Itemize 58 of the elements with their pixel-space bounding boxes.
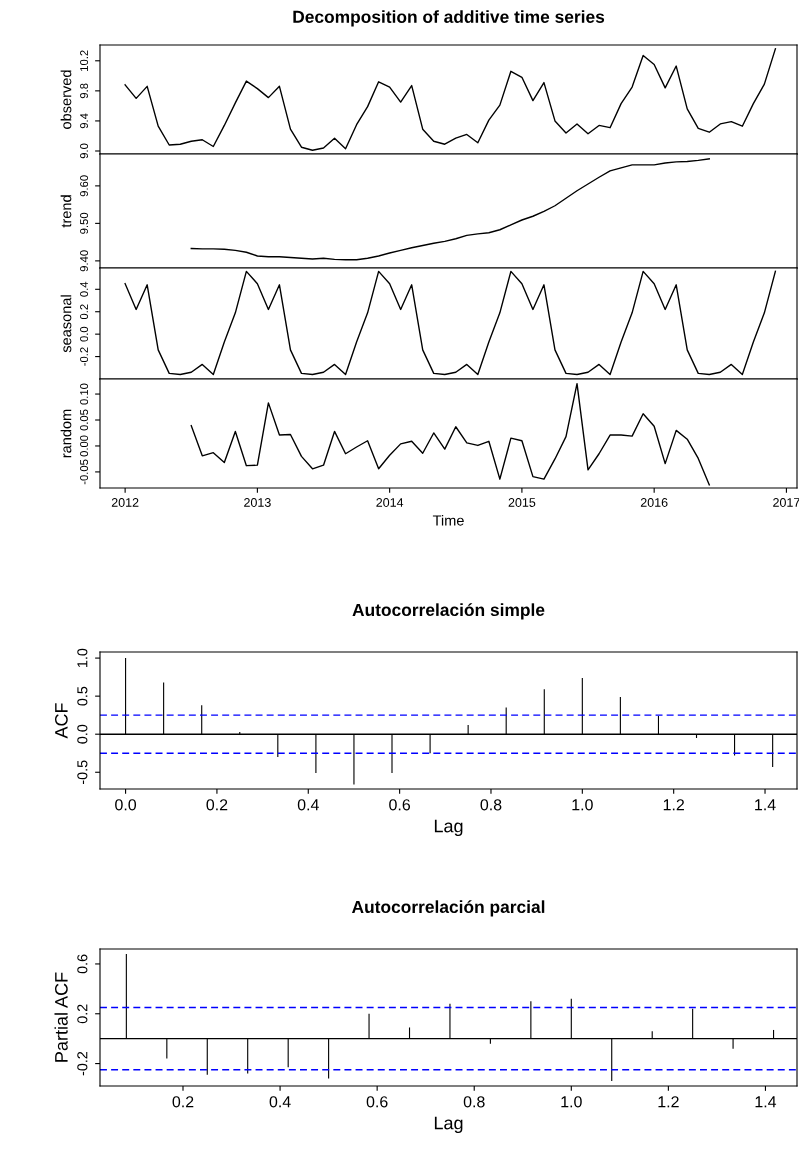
x-tick-label: 1.4 <box>755 799 776 811</box>
chart-title: Decomposition of additive time series <box>293 10 605 27</box>
y-tick-label: 0.05 <box>80 409 89 431</box>
chart-title: Autocorrelación simple <box>352 603 545 620</box>
x-tick-label: 1.2 <box>658 1096 679 1108</box>
x-axis-title: Time <box>432 514 464 526</box>
y-tick-label: 0.4 <box>80 281 89 297</box>
y-tick-label: 0.0 <box>80 326 89 342</box>
y-tick-label: -0.2 <box>80 347 89 366</box>
y-axis-title: Partial ACF <box>54 972 68 1062</box>
y-tick-label: 9.8 <box>80 83 89 99</box>
x-tick-label: 1.0 <box>572 799 593 811</box>
x-tick-label: 0.4 <box>269 1096 291 1108</box>
y-tick-label: -0.05 <box>80 459 89 485</box>
x-tick-label: 2013 <box>244 498 271 507</box>
x-tick-label: 0.6 <box>366 1096 388 1108</box>
x-tick-label: 0.2 <box>206 799 228 811</box>
y-axis-title: observed <box>60 70 72 129</box>
x-tick-label: 0.8 <box>463 1096 485 1108</box>
x-tick-label: 0.2 <box>172 1096 194 1108</box>
y-tick-label: 10.2 <box>80 50 89 71</box>
line-series <box>190 158 710 261</box>
y-tick-label: 1.0 <box>77 648 88 667</box>
x-tick-label: 2015 <box>508 498 536 507</box>
y-tick-label: 0.6 <box>77 954 88 974</box>
x-tick-label: 0.8 <box>480 799 502 811</box>
x-tick-label: 1.0 <box>561 1096 582 1108</box>
x-tick-label: 2016 <box>640 498 668 507</box>
y-tick-label: 0.0 <box>77 724 88 744</box>
y-tick-label: 0.10 <box>80 383 89 405</box>
x-axis-title: Lag <box>434 1116 463 1133</box>
x-tick-label: 1.4 <box>755 1096 777 1108</box>
y-tick-label: 9.50 <box>80 212 89 234</box>
x-tick-label: 2017 <box>773 498 799 507</box>
x-tick-label: 2012 <box>111 498 139 507</box>
x-axis-title: Lag <box>434 819 463 836</box>
x-tick-label: 0.0 <box>115 799 137 811</box>
x-tick-label: 0.4 <box>297 799 319 811</box>
y-tick-label: 9.4 <box>80 113 89 129</box>
y-tick-label: -0.5 <box>77 760 88 784</box>
x-tick-label: 2014 <box>376 498 404 507</box>
line-series <box>124 48 777 151</box>
y-axis-title: ACF <box>54 703 68 739</box>
y-tick-label: 9.0 <box>80 143 89 159</box>
x-tick-label: 1.2 <box>663 799 684 811</box>
y-axis-title: random <box>60 409 72 458</box>
y-tick-label: 0.2 <box>77 1004 88 1024</box>
chart-title: Autocorrelación parcial <box>351 900 545 917</box>
y-axis-title: trend <box>60 195 72 228</box>
y-tick-label: -0.2 <box>77 1051 88 1076</box>
y-tick-label: 9.60 <box>80 175 89 197</box>
y-tick-label: 0.00 <box>80 435 89 457</box>
y-tick-label: 0.5 <box>77 686 88 706</box>
y-tick-label: 9.40 <box>80 250 89 272</box>
x-tick-label: 0.6 <box>389 799 411 811</box>
y-axis-title: seasonal <box>60 295 72 353</box>
line-series <box>124 270 777 376</box>
y-tick-label: 0.2 <box>80 304 89 320</box>
